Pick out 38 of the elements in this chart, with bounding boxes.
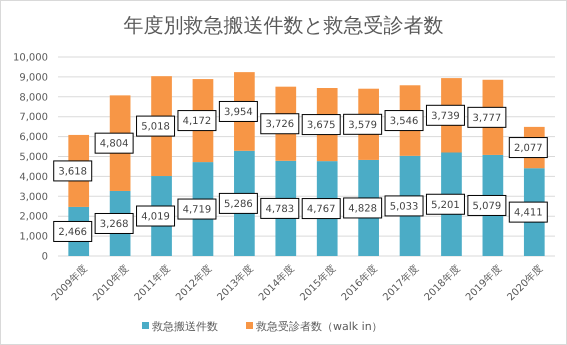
data-label: 3,268 [100,218,128,230]
data-label: 3,618 [58,166,88,178]
data-label: 5,079 [472,200,502,212]
data-label: 3,739 [431,110,460,122]
data-label: 4,411 [514,208,543,219]
data-label: 3,954 [224,106,253,118]
y-tick-label: 9,000 [19,72,48,84]
data-label: 5,018 [141,122,170,133]
y-tick-label: 7,000 [19,112,48,124]
legend-label: 救急搬送件数 [151,320,218,333]
y-tick-label: 8,000 [19,92,48,104]
chart-title: 年度別救急搬送件数と救急受診者数 [124,13,444,37]
data-label: 5,286 [224,198,253,210]
y-tick-label: 2,000 [19,212,48,223]
y-tick-label: 6,000 [19,132,48,144]
y-tick-label: 5,000 [19,152,48,163]
data-label: 4,783 [265,204,294,215]
y-tick-label: 0 [42,252,48,262]
data-label: 4,719 [182,204,212,216]
y-tick-label: 1,000 [19,232,48,243]
data-label: 5,033 [390,201,418,212]
y-tick-label: 4,000 [19,172,48,183]
data-label: 2,466 [58,226,88,238]
data-label: 3,579 [348,120,377,131]
data-label: 3,777 [472,112,502,124]
y-tick-label: 10,000 [13,52,48,64]
data-label: 3,726 [265,119,294,130]
data-label: 4,767 [306,204,336,216]
y-tick-label: 3,000 [19,192,48,203]
data-label: 4,804 [100,138,128,150]
data-label: 2,077 [514,143,543,154]
data-label: 5,201 [431,200,460,211]
data-label: 3,675 [306,120,336,132]
legend-label: 救急受診者数（walk in） [255,320,383,333]
data-label: 4,172 [182,116,212,128]
data-label: 4,019 [141,212,170,223]
data-label: 4,828 [348,203,377,214]
data-label: 3,546 [390,116,418,128]
